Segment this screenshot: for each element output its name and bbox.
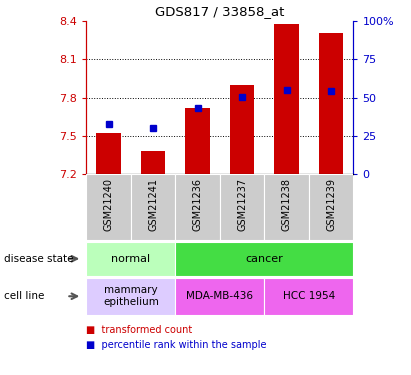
Text: disease state: disease state (4, 254, 74, 264)
Bar (96, 134, 121, 174)
Bar (131, 174, 175, 240)
Bar (264, 174, 309, 240)
Text: MDA-MB-436: MDA-MB-436 (186, 291, 254, 301)
Text: GSM21240: GSM21240 (104, 178, 113, 231)
Bar (141, 152, 165, 174)
Text: mammary
epithelium: mammary epithelium (103, 285, 159, 307)
Text: GSM21241: GSM21241 (148, 178, 158, 231)
Text: cancer: cancer (245, 254, 283, 264)
Text: normal: normal (111, 254, 150, 264)
Text: ■  percentile rank within the sample: ■ percentile rank within the sample (86, 340, 267, 350)
Bar (275, 24, 299, 174)
Title: GDS817 / 33858_at: GDS817 / 33858_at (155, 5, 284, 18)
Text: cell line: cell line (4, 291, 44, 301)
Text: ■  transformed count: ■ transformed count (86, 325, 193, 335)
Bar (86, 278, 175, 315)
Bar (319, 33, 344, 174)
Bar (264, 278, 353, 315)
Bar (185, 108, 210, 174)
Text: GSM21239: GSM21239 (326, 178, 336, 231)
Bar (309, 174, 353, 240)
Bar (175, 242, 353, 276)
Bar (86, 174, 131, 240)
Bar (175, 278, 264, 315)
Text: HCC 1954: HCC 1954 (283, 291, 335, 301)
Bar (175, 174, 220, 240)
Text: GSM21236: GSM21236 (193, 178, 203, 231)
Text: GSM21237: GSM21237 (237, 178, 247, 231)
Text: GSM21238: GSM21238 (282, 178, 292, 231)
Bar (220, 174, 264, 240)
Bar (86, 242, 175, 276)
Bar (230, 85, 254, 174)
